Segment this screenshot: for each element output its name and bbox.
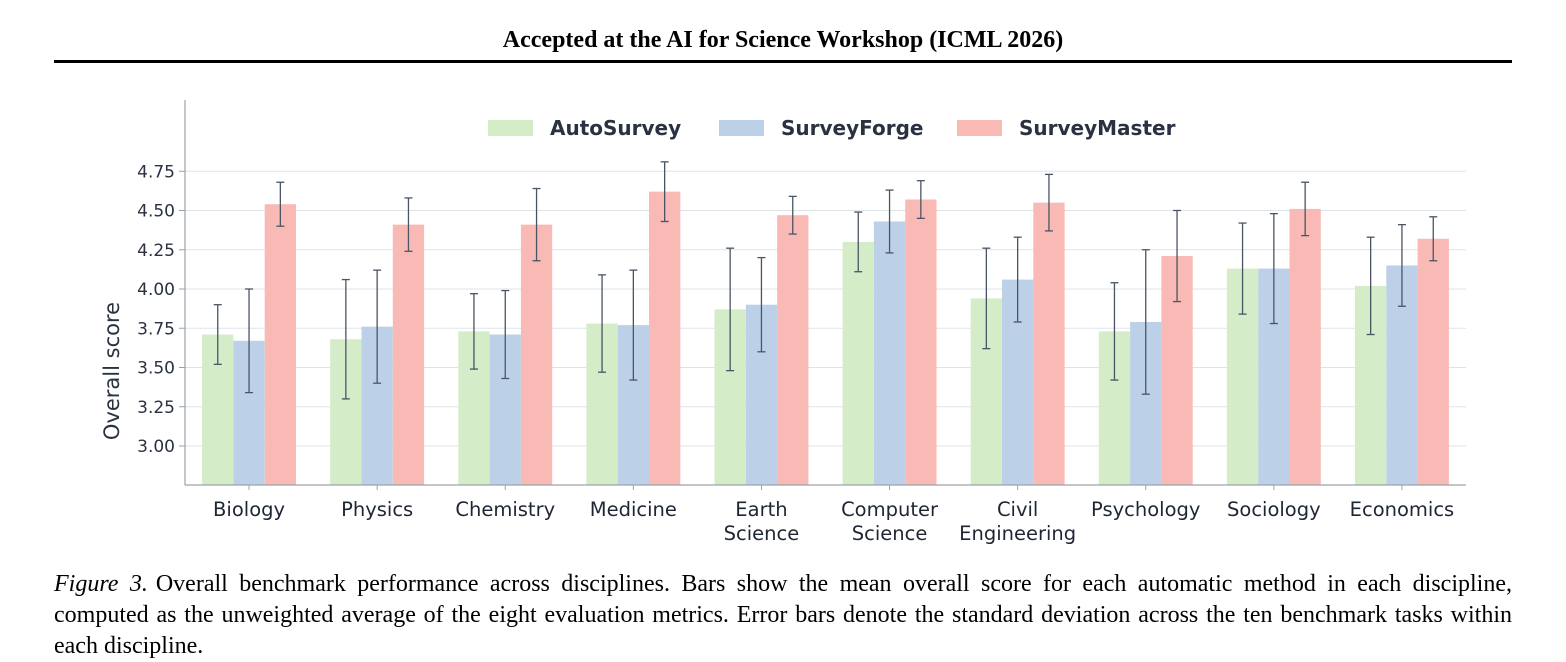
x-tick-label: Civil: [997, 498, 1038, 521]
error-bars: [213, 161, 1438, 400]
running-header: Accepted at the AI for Science Workshop …: [502, 27, 1064, 53]
x-tick-label: Chemistry: [455, 498, 555, 521]
y-tick-label: 4.00: [137, 280, 175, 300]
bars: [202, 191, 1449, 486]
bar: [1033, 202, 1065, 485]
overall-score-bar-chart: 3.00 3.25 3.50 3.75 4.00 4.25 4.50 4.75 Biology P…: [100, 100, 1466, 545]
axes: 3.00 3.25 3.50 3.75 4.00 4.25 4.50 4.75 Biology P…: [137, 100, 1466, 545]
bar: [649, 191, 681, 485]
bar: [777, 215, 809, 485]
y-tick-label: 4.50: [137, 202, 175, 222]
x-tick-label: Earth: [735, 498, 787, 521]
x-tick-label: Computer: [841, 498, 939, 521]
x-tick-label: Economics: [1350, 498, 1455, 521]
x-tick-label: Biology: [213, 498, 285, 521]
x-tick-label: Sociology: [1227, 498, 1321, 521]
legend-swatch: [719, 120, 764, 136]
x-tick-label: Science: [852, 522, 928, 545]
x-tick-label: Engineering: [959, 522, 1076, 545]
y-tick-label: 4.75: [137, 162, 175, 182]
legend-swatch: [488, 120, 533, 136]
y-tick-label: 3.25: [137, 398, 175, 418]
bar: [520, 224, 553, 485]
bar: [264, 204, 296, 485]
y-tick-label: 4.25: [137, 241, 175, 261]
bar: [1417, 238, 1449, 485]
bar: [392, 224, 425, 485]
legend-item: SurveyForge: [719, 116, 923, 140]
legend: AutoSurvey SurveyForge SurveyMaster: [488, 116, 1176, 140]
legend-item: SurveyMaster: [957, 116, 1176, 140]
y-axis-label: Overall score: [100, 302, 124, 440]
header-rule: [54, 60, 1512, 63]
figure-label: Figure 3.: [54, 571, 148, 597]
y-tick-label: 3.50: [137, 359, 175, 379]
bar: [842, 241, 874, 485]
y-tick-label: 3.00: [137, 437, 175, 457]
bar: [905, 199, 937, 485]
legend-swatch: [957, 120, 1002, 136]
y-tick-label: 3.75: [137, 319, 175, 339]
caption-text: Overall benchmark performance across dis…: [54, 571, 1512, 659]
bar: [873, 221, 906, 486]
legend-label: SurveyMaster: [1019, 116, 1176, 140]
bar: [1289, 208, 1321, 485]
figure-caption: Figure 3. Overall benchmark performance a…: [54, 569, 1512, 662]
x-tick-label: Medicine: [590, 498, 677, 521]
x-tick-label: Psychology: [1091, 498, 1200, 521]
legend-item: AutoSurvey: [488, 116, 681, 140]
x-tick-label: Science: [724, 522, 800, 545]
x-tick-label: Physics: [341, 498, 413, 521]
legend-label: SurveyForge: [781, 116, 923, 140]
legend-label: AutoSurvey: [550, 116, 681, 140]
